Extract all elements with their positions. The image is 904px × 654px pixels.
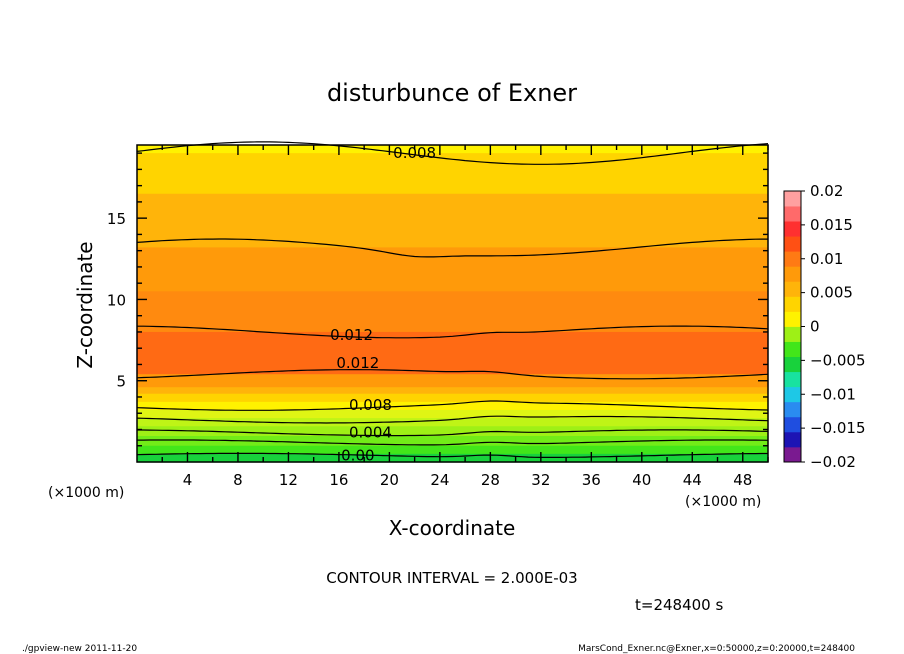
colorbar-tick-label: 0.005 — [810, 284, 853, 302]
contour-band — [137, 453, 768, 463]
contour-line — [136, 141, 769, 165]
contour-label: 0.012 — [330, 326, 373, 344]
colorbar-tick-label: −0.02 — [810, 453, 856, 471]
contour-line — [136, 415, 769, 424]
contour-band — [137, 393, 768, 403]
y-tick-label: 10 — [107, 291, 126, 309]
x-tick-label: 32 — [531, 471, 550, 489]
chart-title: disturbunce of Exner — [327, 79, 577, 107]
contour-band — [137, 374, 768, 388]
contour-line — [136, 400, 769, 411]
colorbar-swatch — [784, 326, 801, 342]
colorbar — [783, 190, 802, 463]
contour-line — [137, 439, 769, 446]
contour-band — [137, 193, 768, 249]
contour-line — [136, 369, 769, 380]
colorbar-swatch — [784, 371, 801, 388]
colorbar-tick-label: −0.015 — [810, 419, 866, 437]
footer-left: ./gpview-new 2011-11-20 — [22, 644, 137, 654]
x-tick-label: 4 — [183, 471, 193, 489]
contour-bands — [137, 145, 768, 463]
contour-band — [137, 387, 768, 395]
contour-label: 0.008 — [349, 396, 392, 414]
x-tick-label: 40 — [632, 471, 651, 489]
contour-band — [137, 145, 768, 154]
x-tick-label: 48 — [733, 471, 752, 489]
y-tick-label: 15 — [107, 210, 126, 228]
contour-line — [136, 452, 768, 458]
contour-band — [137, 409, 768, 419]
colorbar-swatch — [784, 356, 801, 373]
colorbar-tick-label: −0.01 — [810, 385, 856, 403]
colorbar-tick-label: −0.005 — [810, 351, 866, 369]
contour-band — [137, 418, 768, 427]
colorbar-swatch — [784, 236, 801, 252]
colorbar-swatch — [784, 266, 801, 282]
colorbar-swatch — [784, 191, 801, 207]
colorbar-swatch — [784, 221, 801, 237]
x-axis-title: X-coordinate — [389, 516, 516, 540]
colorbar-swatch — [784, 251, 801, 267]
time-text: t=248400 s — [635, 596, 723, 614]
contour-band — [137, 331, 768, 375]
contour-label: 0.004 — [349, 424, 392, 442]
footer-right: MarsCond_Exner.nc@Exner,x=0:50000,z=0:20… — [578, 644, 855, 654]
x-tick-label: 8 — [233, 471, 243, 489]
colorbar-tick-label: 0.015 — [810, 216, 853, 234]
contour-band — [137, 247, 768, 292]
contour-label: 0.008 — [393, 144, 436, 162]
x-tick-label: 16 — [329, 471, 348, 489]
colorbar-swatch — [784, 281, 801, 297]
plot-frame — [136, 144, 769, 463]
x-tick-label: 20 — [380, 471, 399, 489]
x-tick-label: 28 — [481, 471, 500, 489]
contour-band — [137, 401, 768, 411]
contour-label: 0.00 — [341, 446, 374, 464]
x-tick-label: 36 — [582, 471, 601, 489]
contour-interval-text: CONTOUR INTERVAL = 2.000E-03 — [326, 569, 577, 587]
colorbar-swatch — [784, 341, 801, 358]
colorbar-tick-label: 0.01 — [810, 250, 843, 268]
colorbar-swatch — [784, 401, 801, 418]
plot-area: 0.008 0.012 0.012 0.008 0.004 0.00 — [136, 141, 769, 464]
contour-band — [137, 153, 768, 195]
contour-lines — [136, 141, 769, 458]
x-tick-label: 12 — [279, 471, 298, 489]
x-tick-labels: 4 8 12 16 20 24 28 32 36 40 44 48 — [183, 471, 753, 489]
y-tick-labels: 5 10 15 — [107, 210, 126, 391]
contour-band — [137, 435, 768, 447]
colorbar-swatch — [784, 431, 801, 448]
y-axis-title: Z-coordinate — [73, 241, 97, 368]
y-tick-label: 5 — [116, 373, 126, 391]
colorbar-swatch — [784, 446, 801, 463]
colorbar-tick-label: 0.02 — [810, 182, 843, 200]
contour-band — [137, 445, 768, 455]
contour-line — [137, 325, 769, 339]
x-tick-label: 44 — [683, 471, 702, 489]
axis-ticks — [137, 145, 769, 462]
contour-label: 0.012 — [336, 354, 379, 372]
colorbar-swatch — [784, 206, 801, 222]
colorbar-swatch — [784, 386, 801, 403]
contour-line — [137, 429, 769, 437]
contour-labels: 0.008 0.012 0.012 0.008 0.004 0.00 — [330, 144, 436, 464]
y-unit-label: (×1000 m) — [48, 485, 124, 501]
x-unit-label: (×1000 m) — [685, 494, 761, 510]
contour-line — [136, 238, 768, 258]
colorbar-tick-labels: 0.02 0.015 0.01 0.005 0 −0.005 −0.01 −0.015 −0.0… — [801, 182, 866, 471]
colorbar-swatch — [784, 311, 801, 327]
colorbar-swatch — [784, 296, 801, 312]
x-tick-label: 24 — [430, 471, 449, 489]
colorbar-swatch — [784, 416, 801, 433]
colorbar-tick-label: 0 — [810, 318, 820, 336]
contour-band — [137, 426, 768, 437]
